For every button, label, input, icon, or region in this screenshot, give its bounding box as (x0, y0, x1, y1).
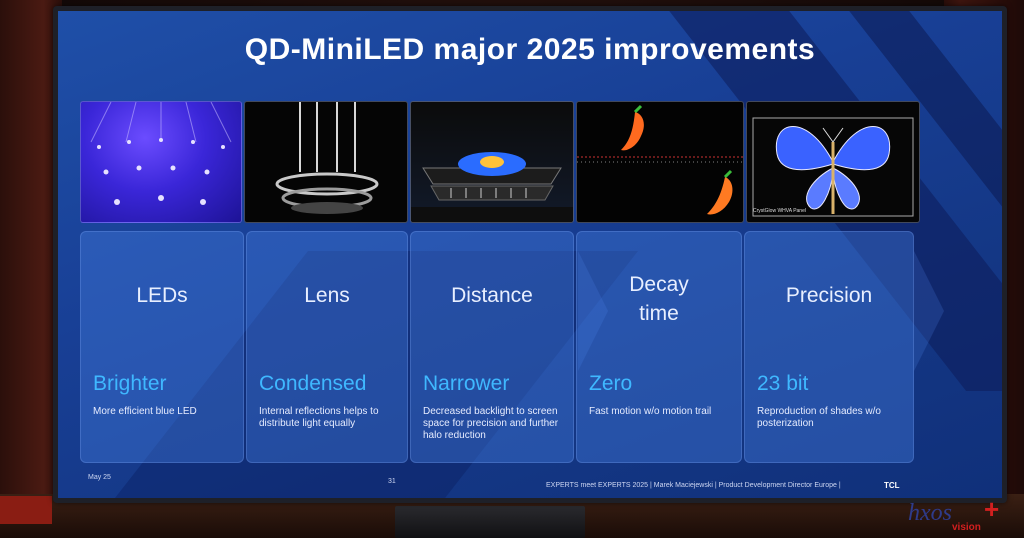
thumbnail-lens (244, 101, 408, 223)
card-description: Decreased backlight to screen space for … (423, 406, 559, 441)
watermark-main: hxos (908, 500, 952, 526)
red-shelf (0, 496, 52, 524)
card-subheading: Brighter (93, 372, 167, 395)
lens-image (275, 102, 379, 214)
thumbnail-caption: CrystGlow WHVA Panel (753, 208, 806, 214)
card-subheading: Narrower (423, 372, 510, 395)
card-decay-time: Decay time Zero Fast motion w/o motion t… (576, 231, 742, 463)
butterfly-image (752, 117, 914, 217)
card-lens: Lens Condensed Internal reflections help… (246, 231, 408, 463)
layered-panel-image (411, 152, 573, 222)
chili-motion-image (577, 104, 743, 215)
card-description: Reproduction of shades w/o posterization (757, 406, 881, 429)
watermark-plus: + (984, 494, 1000, 524)
footer-date: May 25 (88, 474, 111, 481)
card-description: More efficient blue LED (93, 406, 197, 417)
card-heading: Lens (304, 284, 350, 307)
decorative-chevron (914, 251, 944, 371)
thumbnail-distance (410, 101, 574, 223)
card-description: Fast motion w/o motion trail (589, 406, 712, 417)
tv-screen-slide: QD-MiniLED major 2025 improvements (58, 11, 1002, 498)
watermark-logo: hxos + vision (902, 494, 1020, 534)
card-subheading: Condensed (259, 372, 367, 395)
card-subheading: Zero (589, 372, 633, 395)
thumbnail-leds (80, 101, 242, 223)
background-wall-left (0, 0, 62, 538)
card-description: Internal reflections helps to distribute… (259, 406, 379, 429)
decorative-chevron (578, 251, 608, 371)
card-distance: Distance Narrower Decreased backlight to… (410, 231, 574, 463)
footer-credit: EXPERTS meet EXPERTS 2025 | Marek Maciej… (546, 482, 841, 489)
card-heading: LEDs (136, 284, 188, 307)
card-heading: Precision (785, 284, 873, 307)
led-grid-image (90, 102, 232, 205)
footer-page-number: 31 (388, 478, 396, 485)
card-heading: Decay time (629, 273, 689, 325)
slide-title: QD-MiniLED major 2025 improvements (244, 33, 816, 66)
thumbnail-precision: CrystGlow WHVA Panel (746, 101, 920, 223)
brand-logo-text: TCL (884, 481, 900, 490)
card-subheading: 23 bit (757, 372, 809, 395)
card-precision: Precision 23 bit Reproduction of shades … (744, 231, 914, 463)
thumbnail-decay-time (576, 101, 744, 223)
watermark-sub: vision (952, 522, 981, 533)
card-leds: LEDs Brighter More efficient blue LED (80, 231, 244, 463)
card-heading: Distance (451, 284, 533, 307)
tv-stand (395, 506, 585, 538)
